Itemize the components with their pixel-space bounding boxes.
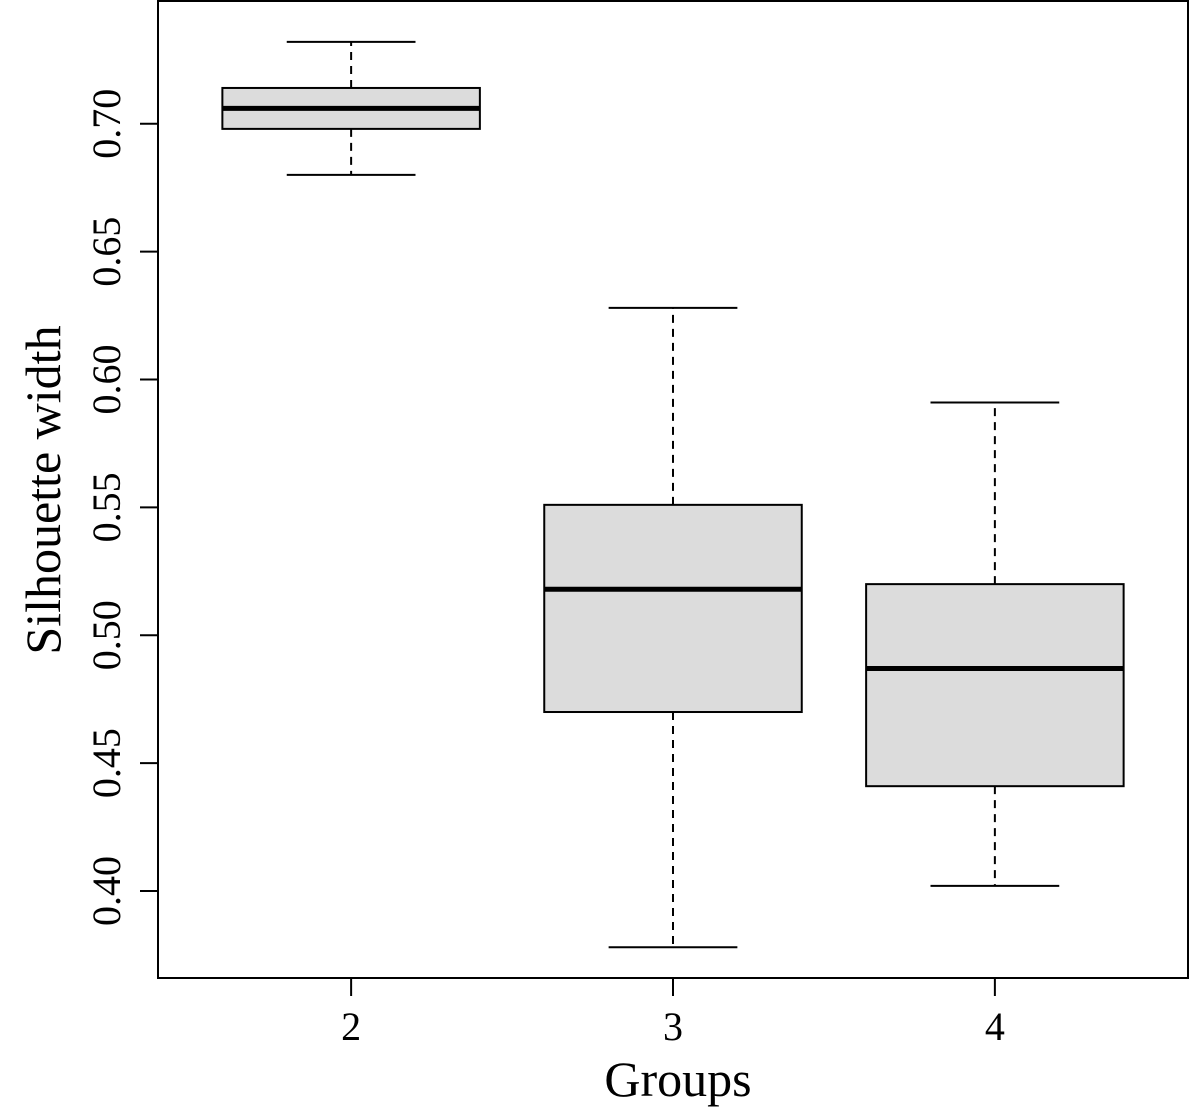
y-tick-label: 0.45 (84, 728, 129, 798)
y-axis-title: Silhouette width (15, 325, 71, 654)
boxes (221, 40, 1125, 949)
y-tick-label: 0.70 (84, 89, 129, 159)
x-axis: 2 3 4 (341, 978, 1005, 1049)
y-tick-label: 0.65 (84, 217, 129, 287)
y-axis: 0.40 0.45 0.50 0.55 0.60 0.65 0.70 (84, 89, 158, 926)
box-iqr (543, 503, 803, 714)
box-iqr (865, 583, 1125, 788)
x-tick-label: 4 (985, 1004, 1005, 1049)
y-tick-label: 0.55 (84, 472, 129, 542)
y-tick-label: 0.50 (84, 600, 129, 670)
y-tick-label: 0.60 (84, 345, 129, 415)
x-axis-title: Groups (604, 1051, 751, 1107)
x-tick-label: 2 (341, 1004, 361, 1049)
y-tick-label: 0.40 (84, 856, 129, 926)
x-tick-label: 3 (663, 1004, 683, 1049)
